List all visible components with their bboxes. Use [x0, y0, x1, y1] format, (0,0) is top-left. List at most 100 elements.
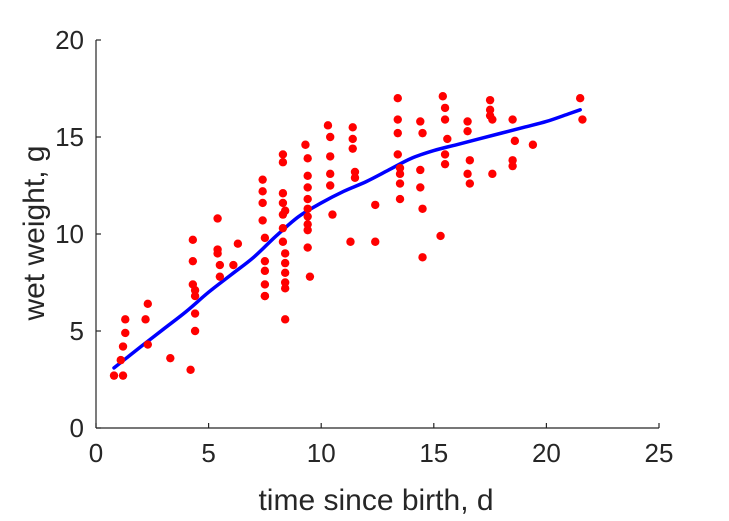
data-point	[371, 237, 380, 246]
data-point	[463, 117, 472, 126]
data-point	[508, 115, 517, 124]
data-point	[416, 183, 425, 192]
data-point	[278, 198, 288, 208]
data-point	[350, 173, 360, 182]
data-point	[278, 158, 288, 167]
data-point	[485, 95, 495, 105]
data-point	[280, 278, 290, 287]
x-tick-label: 10	[307, 438, 336, 468]
data-point	[258, 216, 267, 225]
data-point	[443, 134, 452, 144]
y-tick-label: 15	[55, 122, 84, 152]
data-point	[118, 342, 128, 351]
data-point	[121, 328, 130, 338]
data-point	[260, 280, 270, 289]
fit-curve-group	[112, 108, 582, 370]
x-tick-label: 0	[89, 438, 103, 468]
data-point	[303, 220, 312, 229]
data-point	[260, 266, 270, 276]
data-point	[440, 115, 450, 124]
data-point	[578, 115, 587, 124]
data-point	[436, 231, 445, 241]
data-point	[258, 175, 267, 184]
data-point	[350, 167, 360, 177]
data-point	[303, 212, 312, 221]
data-point	[116, 355, 125, 365]
data-point	[215, 260, 225, 270]
data-point	[348, 144, 357, 153]
data-point	[348, 123, 357, 132]
data-point	[280, 315, 290, 324]
data-point	[188, 256, 198, 266]
data-point	[395, 163, 405, 173]
data-point	[278, 237, 288, 246]
data-point	[109, 371, 119, 380]
data-point	[395, 169, 405, 179]
data-point	[188, 235, 198, 245]
x-axis-label: time since birth, d	[258, 484, 493, 517]
x-tick-labels: 0 5 10 15 20 25	[89, 438, 674, 468]
data-point	[463, 126, 472, 136]
y-tick-labels: 0 5 10 15 20	[55, 25, 84, 443]
y-tick-label: 0	[70, 413, 84, 443]
data-point	[303, 194, 312, 204]
data-point	[488, 115, 497, 124]
data-point	[418, 128, 427, 138]
data-point	[575, 94, 585, 103]
data-point	[440, 103, 450, 113]
data-point	[213, 214, 222, 223]
data-point	[348, 134, 357, 144]
data-point	[508, 161, 517, 171]
data-point	[258, 187, 267, 196]
data-point	[190, 291, 200, 301]
data-point	[393, 150, 402, 159]
data-point	[508, 156, 517, 165]
data-point	[440, 159, 450, 169]
data-point	[485, 105, 495, 115]
x-tick-label: 5	[201, 438, 215, 468]
data-point	[416, 117, 425, 126]
data-point	[258, 198, 267, 208]
data-point	[215, 272, 225, 281]
data-point	[121, 315, 130, 324]
data-point	[418, 253, 427, 262]
data-point	[463, 169, 472, 179]
data-point	[280, 206, 290, 215]
data-point	[393, 94, 402, 103]
data-point	[280, 258, 290, 268]
data-point	[280, 249, 290, 258]
data-point	[393, 128, 402, 138]
fit-curve	[112, 108, 582, 370]
data-point	[190, 309, 200, 318]
data-point	[303, 183, 312, 192]
data-point	[190, 286, 200, 295]
data-point	[213, 249, 222, 258]
data-point	[260, 233, 270, 243]
data-point	[260, 291, 270, 301]
data-point	[260, 256, 270, 266]
data-point	[278, 189, 288, 198]
data-point	[510, 136, 520, 146]
x-tick-label: 15	[419, 438, 448, 468]
y-tick-label: 10	[55, 219, 84, 249]
data-point	[303, 243, 312, 252]
data-point	[186, 365, 195, 374]
y-axis-label: wet weight, g	[18, 145, 51, 321]
y-tick-label: 5	[70, 316, 84, 346]
data-point	[301, 140, 310, 149]
data-points	[109, 92, 587, 380]
data-point	[393, 115, 402, 124]
data-point	[326, 169, 335, 179]
data-point	[166, 353, 175, 363]
data-point	[190, 326, 200, 336]
data-point	[323, 121, 333, 130]
data-point	[305, 272, 315, 281]
data-point	[303, 204, 312, 213]
axes	[95, 39, 660, 429]
data-point	[303, 154, 312, 163]
data-point	[488, 169, 497, 179]
data-point	[280, 268, 290, 277]
data-point	[395, 179, 405, 188]
data-point	[278, 150, 288, 159]
